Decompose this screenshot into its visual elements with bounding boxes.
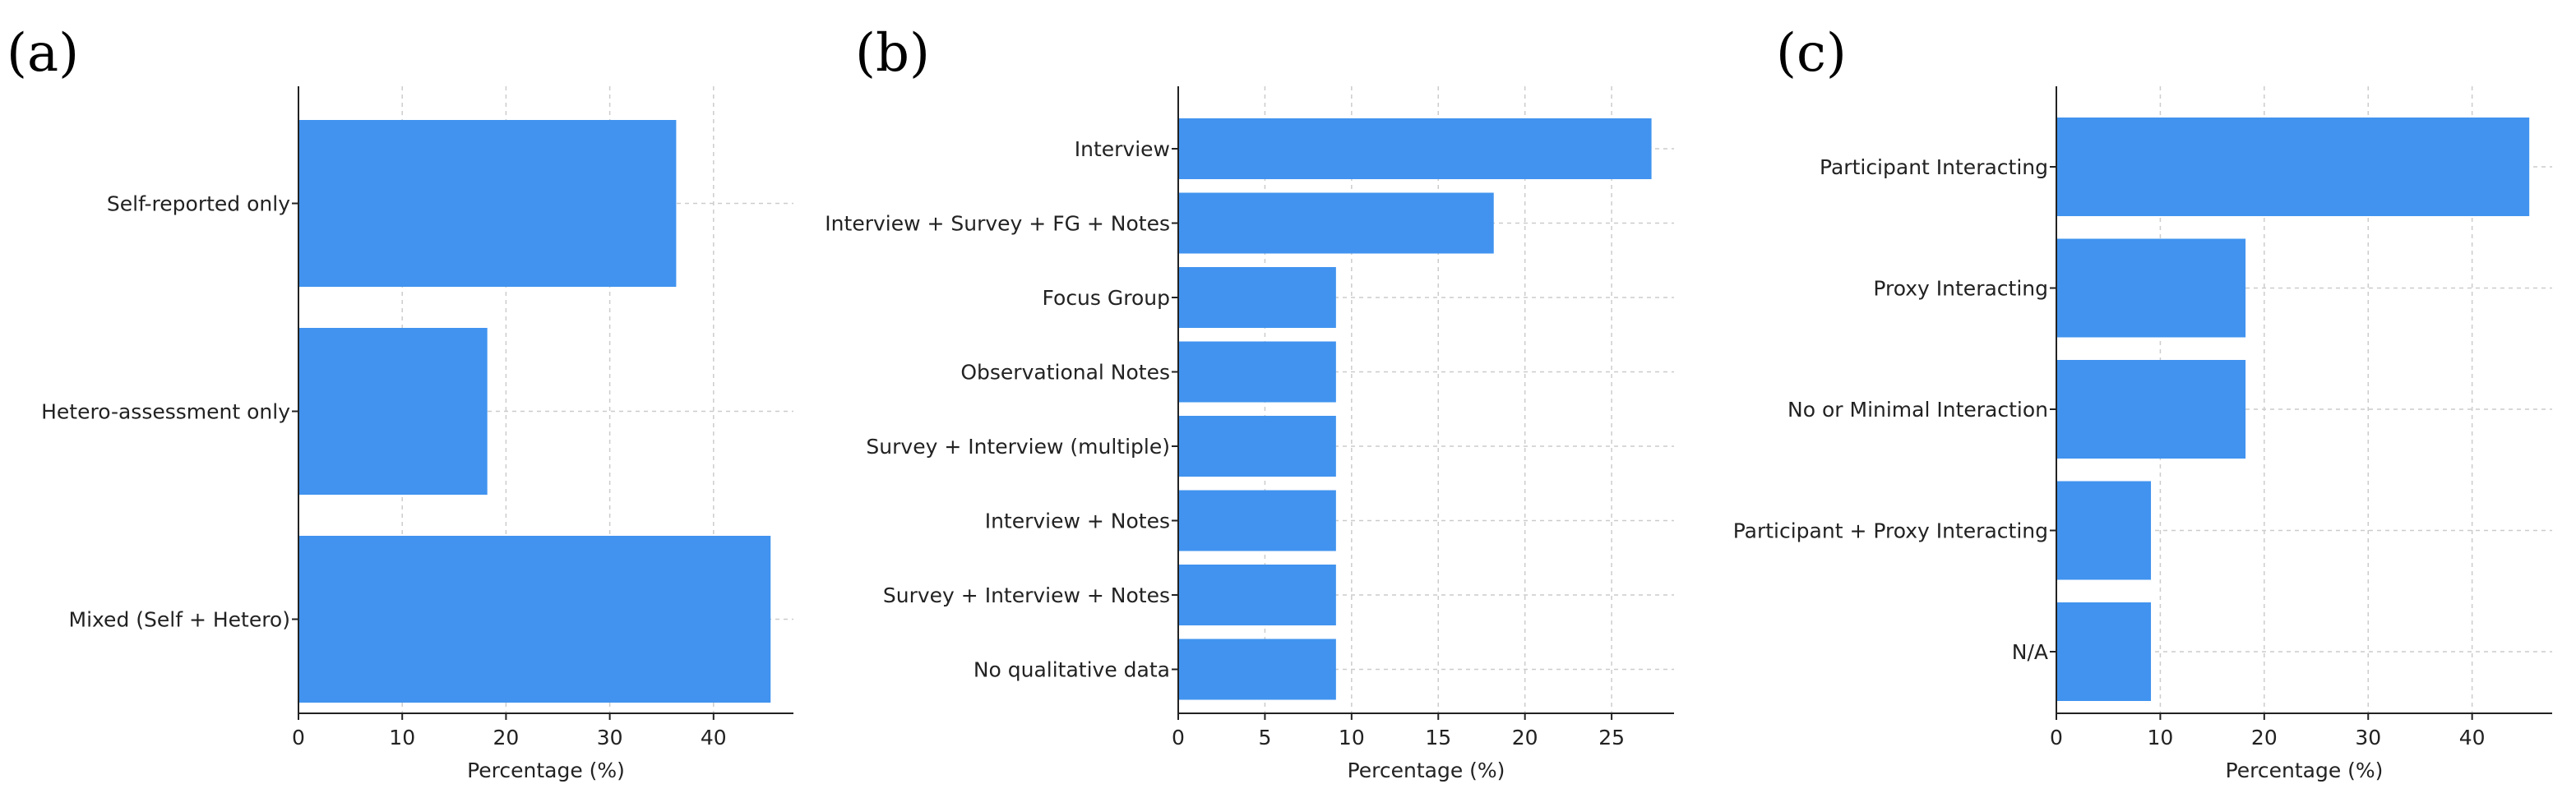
panel-b: (b) 0 5 10 15 20 25 Interview Interview + Surve…	[825, 23, 1674, 782]
bar	[298, 120, 677, 287]
x-tick-label: 40	[701, 726, 727, 749]
bar	[2056, 481, 2152, 580]
bar	[2056, 360, 2246, 459]
category-label: Participant + Proxy Interacting	[1733, 519, 2048, 543]
x-tick-label: 10	[389, 726, 415, 749]
x-tick-label: 25	[1598, 726, 1625, 749]
x-axis-title: Percentage (%)	[2226, 759, 2384, 782]
category-label: Survey + Interview (multiple)	[866, 435, 1170, 459]
bar	[1178, 565, 1336, 625]
x-tick-label: 30	[597, 726, 623, 749]
x-tick-label: 10	[1339, 726, 1365, 749]
category-label: No qualitative data	[974, 658, 1170, 682]
x-tick-label: 0	[292, 726, 305, 749]
x-tick-label: 0	[2050, 726, 2063, 749]
x-tick-label: 20	[1512, 726, 1538, 749]
x-tick-label: 0	[1172, 726, 1185, 749]
bar	[1178, 192, 1494, 254]
category-label: Focus Group	[1043, 286, 1170, 310]
x-axis-title: Percentage (%)	[467, 759, 625, 782]
bar	[1178, 416, 1336, 477]
bar	[1178, 118, 1652, 179]
x-tick-label: 5	[1258, 726, 1271, 749]
category-label: Survey + Interview + Notes	[883, 583, 1170, 607]
bar	[1178, 490, 1336, 551]
category-label: Observational Notes	[960, 361, 1170, 385]
bar	[2056, 602, 2152, 701]
category-label: Proxy Interacting	[1873, 277, 2048, 301]
x-tick-label: 20	[493, 726, 520, 749]
category-label: Interview	[1075, 137, 1170, 161]
x-tick-label: 20	[2251, 726, 2278, 749]
category-label: Interview + Survey + FG + Notes	[825, 212, 1170, 236]
panel-c-label: (c)	[1776, 23, 1847, 84]
x-tick-label: 10	[2148, 726, 2174, 749]
x-tick-label: 15	[1425, 726, 1451, 749]
x-axis-title: Percentage (%)	[1348, 759, 1505, 782]
bar	[1178, 341, 1336, 403]
bar	[1178, 639, 1336, 700]
category-label: Interview + Notes	[985, 510, 1170, 533]
bar	[298, 536, 771, 703]
x-tick-label: 30	[2355, 726, 2381, 749]
category-label: Mixed (Self + Hetero)	[69, 608, 290, 632]
category-label: Self-reported only	[107, 192, 290, 216]
panel-a: (a) 0 10 20 30 40 Self-reported only Hetero-as…	[7, 23, 793, 782]
bar	[2056, 118, 2530, 216]
x-tick-label: 40	[2459, 726, 2486, 749]
bar	[1178, 267, 1336, 328]
category-label: N/A	[2012, 640, 2048, 664]
panel-b-label: (b)	[855, 23, 930, 84]
bar	[298, 328, 488, 495]
category-label: Hetero-assessment only	[41, 400, 290, 424]
category-label: Participant Interacting	[1820, 155, 2048, 179]
panel-a-label: (a)	[7, 23, 79, 84]
category-label: No or Minimal Interaction	[1787, 398, 2048, 422]
bar	[2056, 238, 2246, 338]
panel-c: (c) 0 10 20 30 40 Participant Interacting Prox…	[1733, 23, 2552, 782]
